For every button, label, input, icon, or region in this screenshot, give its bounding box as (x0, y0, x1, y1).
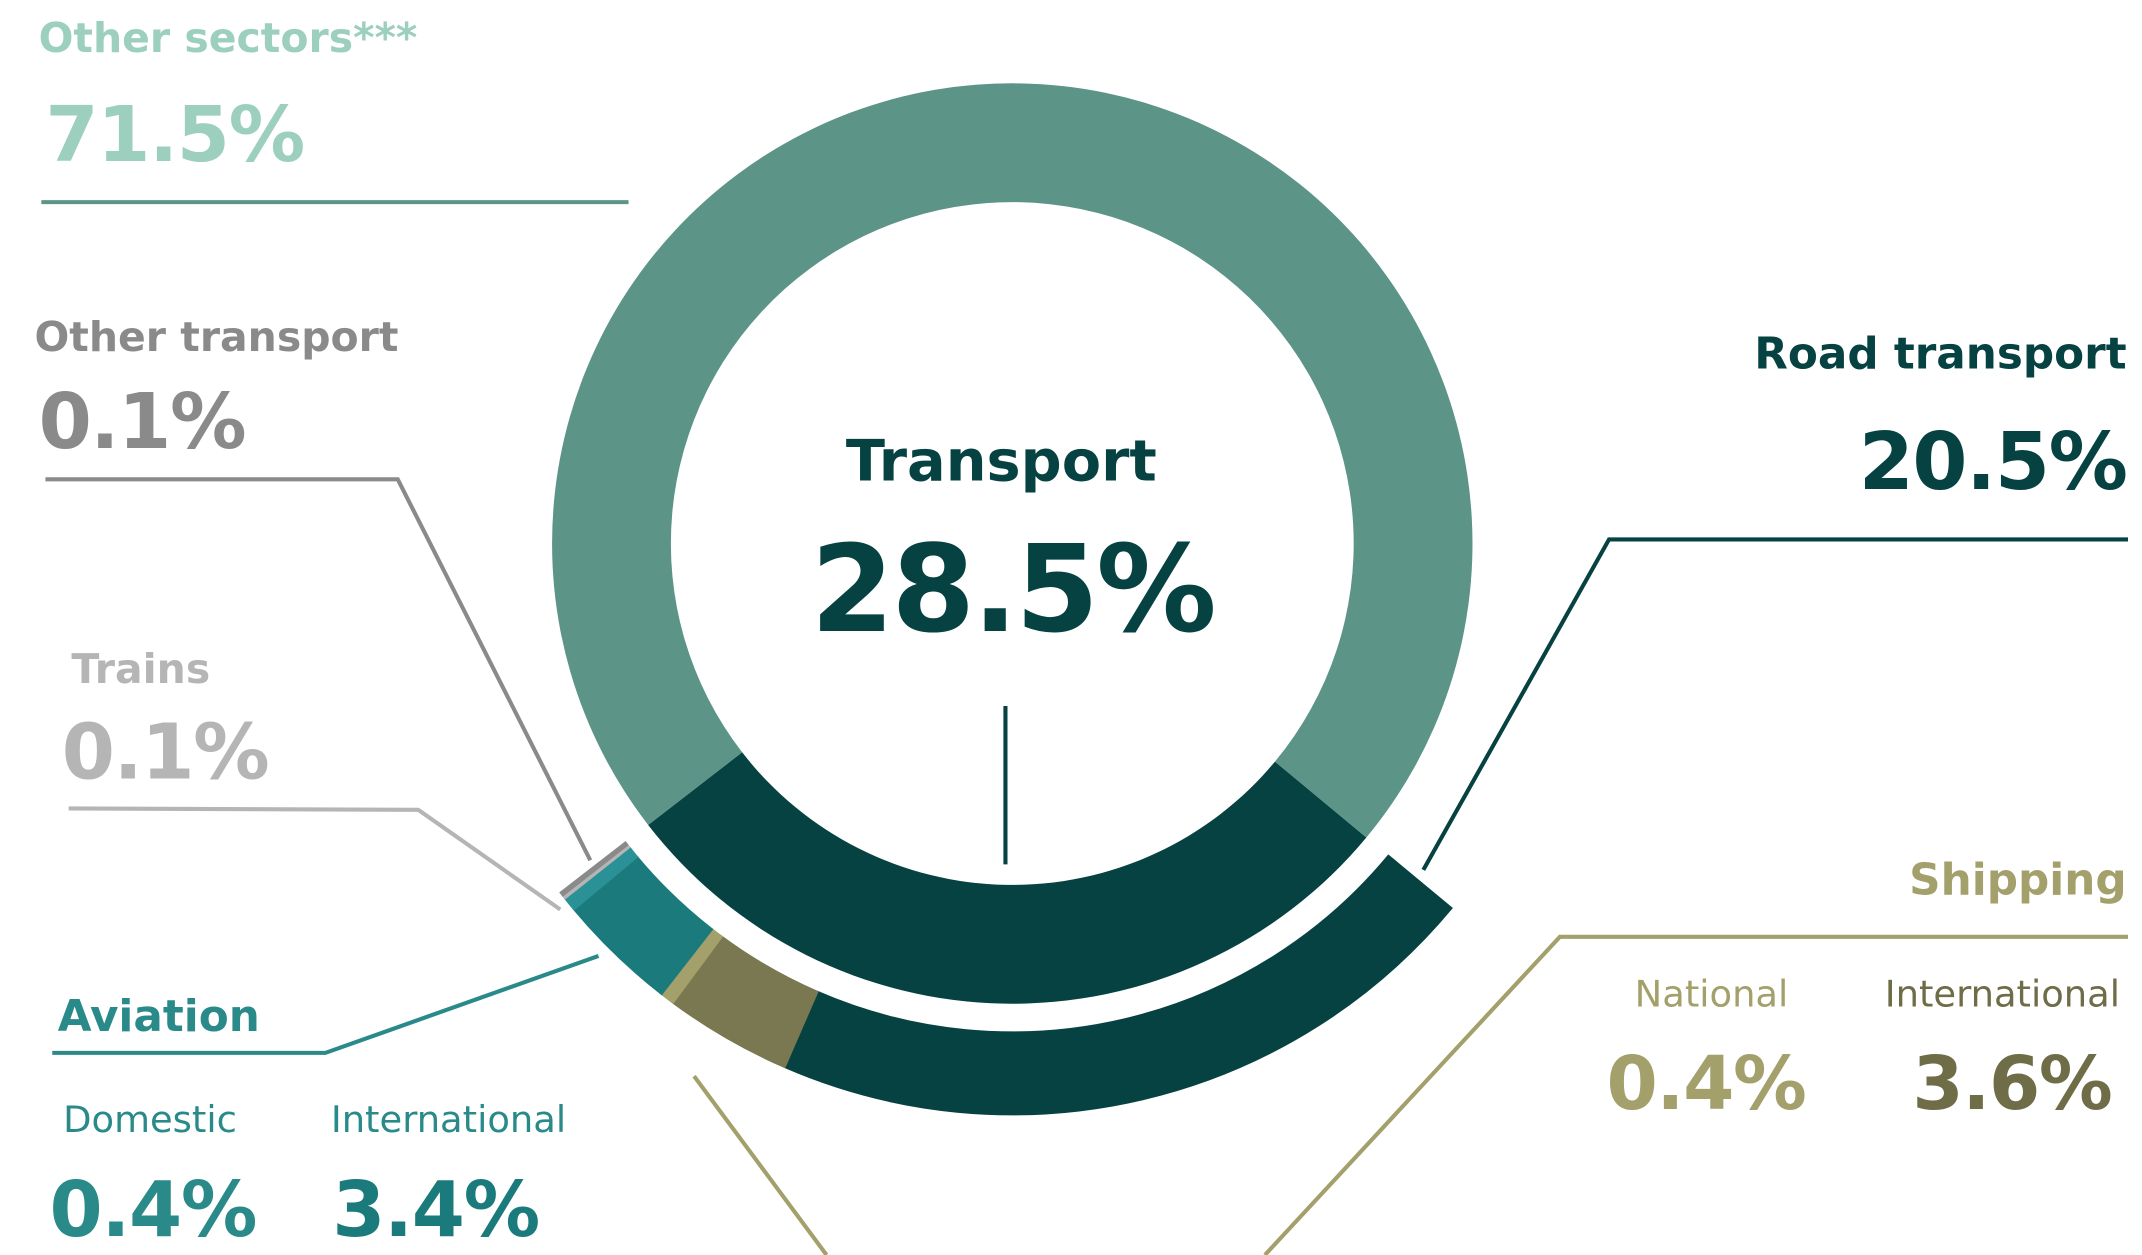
label: National (1635, 972, 1789, 1015)
group-label: Shipping (1909, 854, 2126, 905)
value-label: 0.4% (50, 1166, 257, 1255)
group-label: Aviation (58, 991, 260, 1042)
center-label: Transport (846, 428, 1157, 495)
label: Road transport (1754, 329, 2126, 380)
leader-line (1421, 537, 2128, 871)
value-label: 0.4% (1606, 1042, 1805, 1127)
leader-line (692, 1074, 829, 1255)
leader-line (52, 953, 600, 1055)
label: Trains (71, 645, 210, 693)
donut-segment (552, 83, 1473, 838)
value-label: 3.6% (1912, 1042, 2111, 1127)
donut-segment (648, 752, 1367, 1004)
rings (552, 83, 1473, 1116)
leader-line (68, 806, 562, 912)
center-value: 28.5% (811, 520, 1214, 660)
value-label: 20.5% (1859, 415, 2127, 508)
label: Other transport (34, 313, 398, 361)
leader-line (1263, 934, 2128, 1255)
value-label: 0.1% (62, 708, 269, 797)
value-label: 71.5% (45, 91, 303, 180)
value-label: 3.4% (332, 1166, 539, 1255)
leader-line (45, 477, 593, 862)
label: International (1885, 972, 2120, 1015)
label: International (331, 1098, 566, 1141)
label: Domestic (63, 1098, 237, 1141)
value-label: 0.1% (39, 378, 246, 467)
outer-segment (559, 841, 629, 897)
label: Other sectors*** (39, 14, 418, 62)
